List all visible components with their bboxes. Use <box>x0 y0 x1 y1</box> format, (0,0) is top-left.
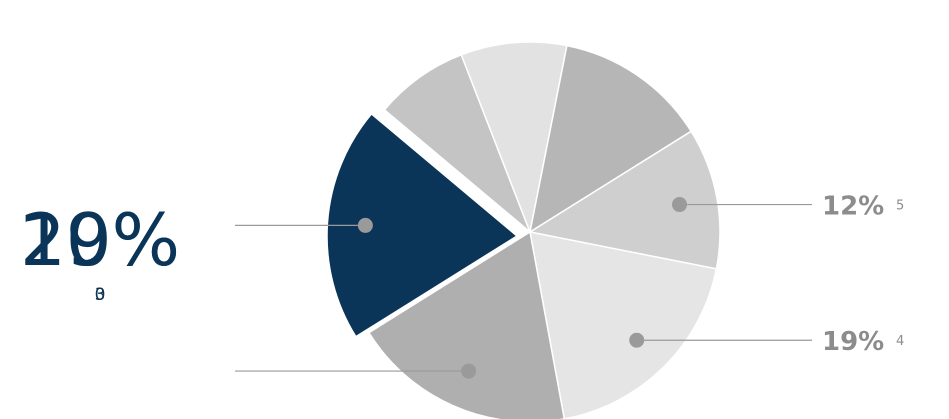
pie-slice <box>529 231 718 419</box>
leader-dot <box>357 217 373 233</box>
pie-slices <box>326 41 721 419</box>
annotation-label: 4 <box>896 334 904 349</box>
pie-slice <box>460 41 568 235</box>
leader-lines <box>235 197 812 379</box>
annotation-label: 3 <box>95 285 106 305</box>
annotation-label: 0 <box>95 285 106 305</box>
annotation-percent: 19% <box>20 198 180 282</box>
leader-dot <box>629 332 645 348</box>
annotation-percent: 20% <box>20 198 180 282</box>
annotation-percent: 12% <box>822 192 884 222</box>
leader-dot <box>672 197 688 213</box>
leader-dot <box>461 363 477 379</box>
pie-slice <box>528 44 693 234</box>
pie-slice <box>326 112 519 338</box>
pie-slice <box>527 130 721 270</box>
annotation-labels: 20% 0 19% 3 19% 4 12% 5 <box>20 192 904 358</box>
pie-slice <box>383 53 531 233</box>
pie-slice <box>367 230 566 419</box>
annotation-label: 5 <box>896 199 904 214</box>
annotation-percent: 19% <box>822 327 884 357</box>
